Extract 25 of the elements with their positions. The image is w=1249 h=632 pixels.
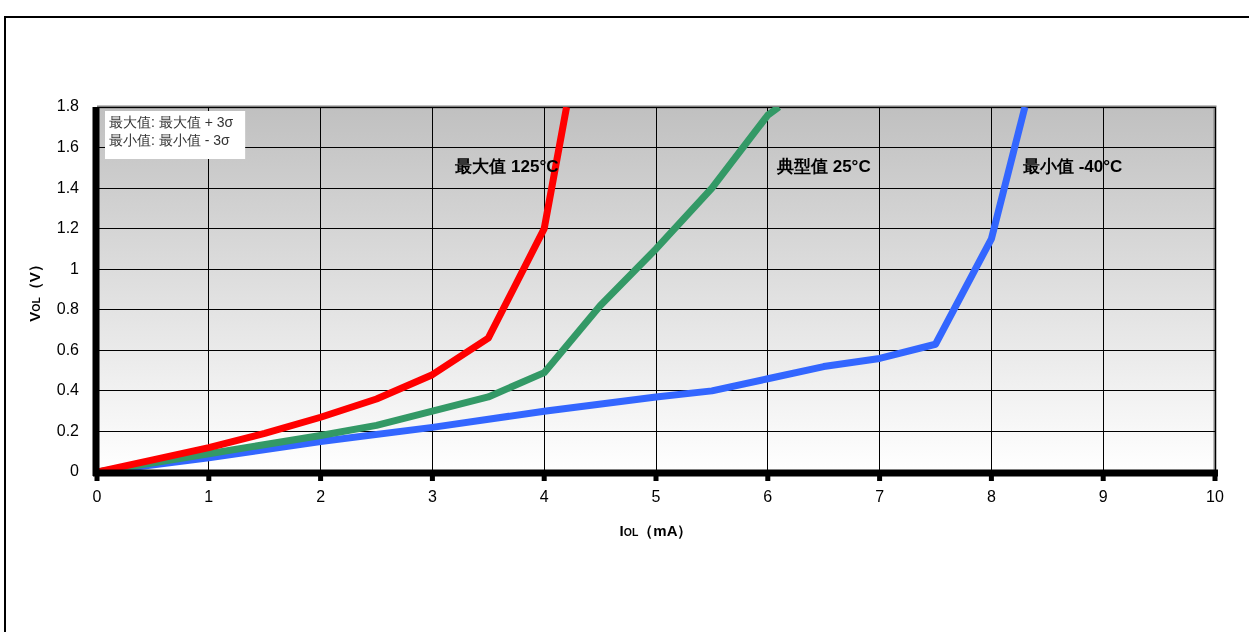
y-tick-label: 0.4 — [56, 381, 80, 399]
y-tick-label: 1.6 — [56, 137, 80, 155]
series-label: 典型值 25°C — [775, 156, 871, 176]
y-tick-label: 0 — [70, 462, 80, 480]
x-tick-label: 5 — [651, 488, 661, 506]
y-tick-label: 1.2 — [56, 219, 80, 237]
x-tick-label: 0 — [92, 488, 102, 506]
x-tick-label: 8 — [986, 488, 996, 506]
x-axis-title: IOL（mA） — [619, 522, 693, 539]
x-tick-label: 7 — [875, 488, 885, 506]
y-tick-label: 0.8 — [56, 300, 80, 318]
x-tick-label: 4 — [539, 488, 549, 506]
x-tick-label: 6 — [763, 488, 773, 506]
x-tick-label: 3 — [427, 488, 437, 506]
x-tick-label: 9 — [1098, 488, 1108, 506]
y-tick-label: 0.2 — [56, 421, 80, 439]
x-tick-label: 10 — [1206, 488, 1224, 506]
x-tick-label: 2 — [316, 488, 326, 506]
annotation: 最大值: 最大值 + 3σ — [109, 113, 234, 130]
y-tick-label: 1 — [70, 259, 80, 277]
y-tick-label: 1.4 — [56, 178, 80, 196]
annotation: 最小值: 最小值 - 3σ — [109, 131, 231, 148]
y-tick-label: 0.6 — [56, 340, 80, 358]
y-tick-label: 1.8 — [56, 97, 80, 115]
x-tick-label: 1 — [204, 488, 214, 506]
